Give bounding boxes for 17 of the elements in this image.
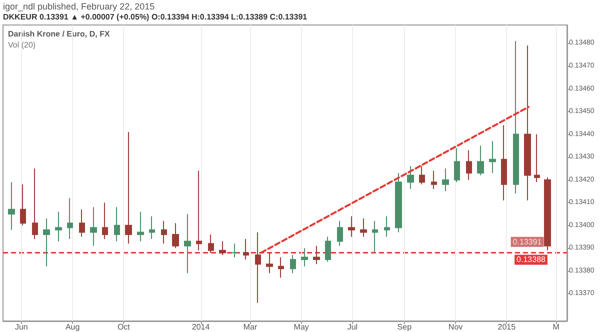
x-tick-label: Jun — [14, 322, 28, 332]
chart-subtitle: DKKEUR 0.13391 ▲ +0.00007 (+0.05%) O:0.13394 H:0.13394 L:0.13389 C:0.13391 — [3, 12, 308, 22]
x-tick-label: Nov — [448, 322, 463, 332]
annotation: 0.13391 — [512, 237, 542, 246]
x-tick-label: Sep — [397, 322, 412, 332]
x-tick-label: M — [552, 322, 560, 332]
text: igor_ndl published, February 22, 2015 — [3, 2, 155, 12]
text: Danish Krone / Euro, D, FX — [8, 30, 110, 38]
ref-line-label: 0.13388 — [516, 255, 546, 264]
annotation: Vol (20) — [8, 40, 36, 50]
x-tick-label: Aug — [65, 322, 80, 332]
x-tick-label: 2015 — [498, 322, 516, 332]
x-tick-label: May — [294, 322, 309, 332]
x-tick-label: Mar — [243, 322, 258, 332]
x-tick-label: 2014 — [192, 322, 210, 332]
x-tick-label: Jul — [347, 322, 358, 332]
x-tick-label: Oct — [117, 322, 131, 332]
